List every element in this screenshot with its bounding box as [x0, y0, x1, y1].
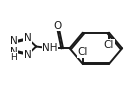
- Text: N: N: [10, 46, 17, 57]
- Text: NH: NH: [42, 43, 58, 53]
- Text: Cl: Cl: [78, 47, 88, 57]
- Text: N: N: [10, 36, 17, 46]
- Text: O: O: [54, 21, 62, 31]
- Text: N: N: [24, 50, 31, 60]
- Text: N: N: [24, 33, 31, 43]
- Text: H: H: [10, 53, 17, 62]
- Text: Cl: Cl: [104, 40, 114, 50]
